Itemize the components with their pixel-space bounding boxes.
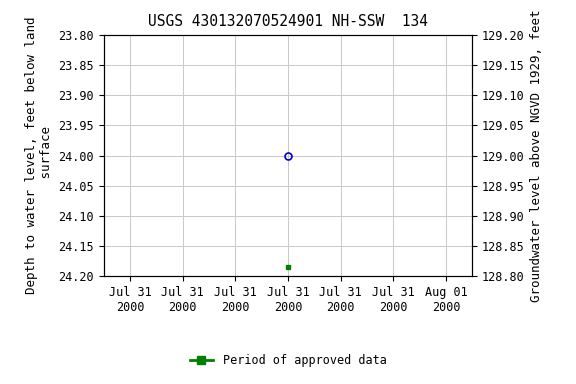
Y-axis label: Groundwater level above NGVD 1929, feet: Groundwater level above NGVD 1929, feet bbox=[530, 9, 543, 302]
Title: USGS 430132070524901 NH-SSW  134: USGS 430132070524901 NH-SSW 134 bbox=[148, 14, 428, 29]
Legend: Period of approved data: Period of approved data bbox=[185, 350, 391, 372]
Y-axis label: Depth to water level, feet below land
 surface: Depth to water level, feet below land su… bbox=[25, 17, 53, 294]
